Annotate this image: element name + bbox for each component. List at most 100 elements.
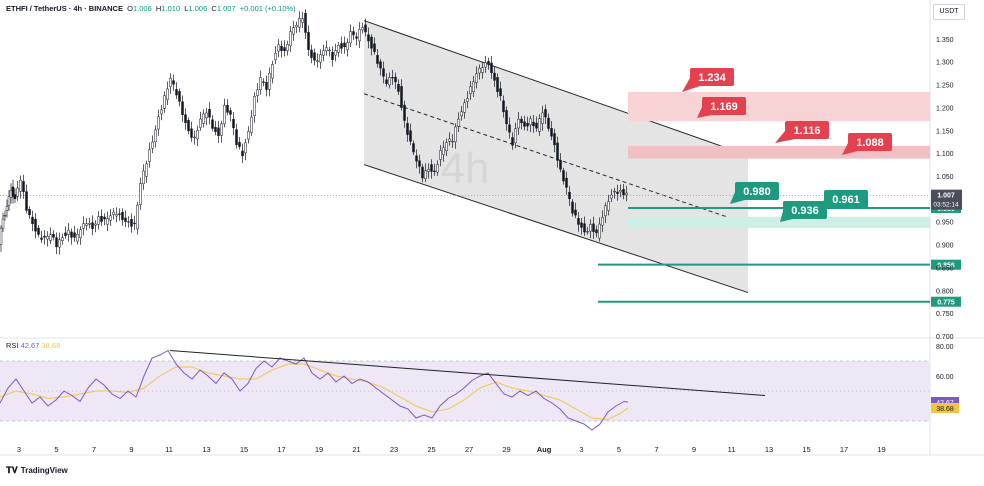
brand-name: TradingView — [20, 466, 68, 475]
candle-down — [232, 119, 235, 129]
candle-down — [562, 170, 565, 182]
price-tick-label: 0.800 — [936, 288, 954, 295]
candle-up — [439, 150, 442, 160]
candle-down — [184, 114, 187, 124]
candle-down — [493, 72, 496, 81]
candle-up — [625, 192, 628, 196]
candle-up — [148, 149, 151, 162]
candle-up — [94, 223, 97, 226]
candle-up — [484, 62, 487, 68]
candle-up — [460, 111, 463, 117]
time-tick-label: 25 — [427, 445, 435, 454]
candle-down — [568, 191, 571, 199]
candle-down — [433, 170, 436, 172]
candle-up — [349, 31, 352, 44]
time-tick-label: 11 — [165, 445, 173, 454]
candle-up — [250, 116, 253, 133]
candle-up — [115, 214, 118, 217]
rsi-ma-tag — [931, 402, 959, 413]
price-tick-label: 1.250 — [936, 83, 954, 90]
candle-down — [313, 52, 316, 61]
candle-down — [406, 123, 409, 135]
price-tick-label: 0.700 — [936, 334, 954, 341]
rsi-tick-label: 60.00 — [936, 374, 954, 381]
candle-down — [547, 117, 550, 129]
candle-up — [79, 229, 82, 239]
callout-box — [690, 68, 734, 86]
price-tick-label: 1.150 — [936, 128, 954, 135]
candle-down — [526, 122, 529, 127]
candle-down — [577, 218, 580, 225]
candle-up — [139, 183, 142, 205]
price-callout: 0.936 — [780, 201, 827, 222]
tradingview-brand[interactable]: 𝐓𝐕 TradingView — [6, 465, 68, 476]
price-callout: 0.961 — [818, 190, 868, 208]
candle-down — [28, 209, 31, 216]
candle-up — [205, 112, 208, 119]
candle-down — [124, 217, 127, 222]
candle-up — [442, 147, 445, 155]
candle-up — [157, 116, 160, 130]
candle-down — [25, 191, 28, 211]
time-tick-label: 27 — [465, 445, 473, 454]
candle-up — [88, 223, 91, 225]
candle-up — [601, 217, 604, 226]
candle-up — [163, 95, 166, 109]
candle-up — [469, 86, 472, 95]
candle-up — [145, 163, 148, 177]
candle-up — [199, 118, 202, 128]
candle-up — [256, 89, 259, 96]
candle-down — [430, 164, 433, 172]
time-tick-label: 17 — [277, 445, 285, 454]
candle-up — [604, 205, 607, 217]
candle-up — [472, 81, 475, 93]
price-tick-label: 1.200 — [936, 105, 954, 112]
time-tick-label: Aug — [537, 445, 552, 454]
candle-down — [490, 62, 493, 73]
candle-down — [238, 142, 241, 147]
symbol-header: ETHFI / TetherUS · 4h · BINANCE O1.006 H… — [6, 4, 296, 13]
currency-button[interactable]: USDT — [933, 4, 965, 20]
rsi-value-tag — [931, 396, 959, 407]
rsi-label[interactable]: RSI — [6, 341, 19, 350]
time-tick-label: 15 — [802, 445, 810, 454]
candle-up — [589, 224, 592, 232]
candle-up — [586, 231, 589, 233]
candle-up — [529, 118, 532, 126]
time-tick-label: 21 — [352, 445, 360, 454]
channel-upper-line — [363, 20, 749, 156]
callout-text: 1.088 — [856, 137, 884, 149]
candle-up — [49, 234, 52, 241]
candle-up — [517, 119, 520, 129]
candle-down — [190, 128, 193, 138]
price-callout: 1.088 — [842, 133, 892, 155]
candle-down — [580, 222, 583, 228]
candle-up — [610, 194, 613, 199]
candle-down — [262, 81, 265, 83]
high-label: H — [155, 4, 162, 13]
candle-up — [316, 60, 319, 62]
candle-up — [109, 215, 112, 221]
candle-up — [7, 196, 11, 206]
candle-down — [556, 142, 559, 161]
rsi-trendline — [169, 350, 766, 396]
candle-up — [268, 72, 271, 90]
current-price-text: 1.007 — [937, 193, 955, 200]
candle-down — [511, 137, 514, 146]
callout-text: 0.961 — [832, 194, 860, 206]
low-label: L — [184, 4, 189, 13]
candle-up — [334, 50, 337, 56]
candle-up — [613, 190, 616, 193]
candle-up — [9, 190, 13, 199]
symbol-name[interactable]: ETHFI / TetherUS · 4h · BINANCE — [6, 4, 123, 13]
candle-up — [457, 118, 460, 127]
candle-up — [46, 236, 49, 240]
candle-up — [82, 223, 85, 229]
close-value: 1.007 — [216, 4, 236, 13]
candle-down — [100, 215, 103, 222]
time-tick-label: 9 — [692, 445, 696, 454]
candle-up — [142, 170, 145, 185]
candle-down — [397, 84, 400, 92]
candle-down — [121, 212, 124, 220]
change-value: +0.001 (+0.10%) — [239, 4, 296, 13]
